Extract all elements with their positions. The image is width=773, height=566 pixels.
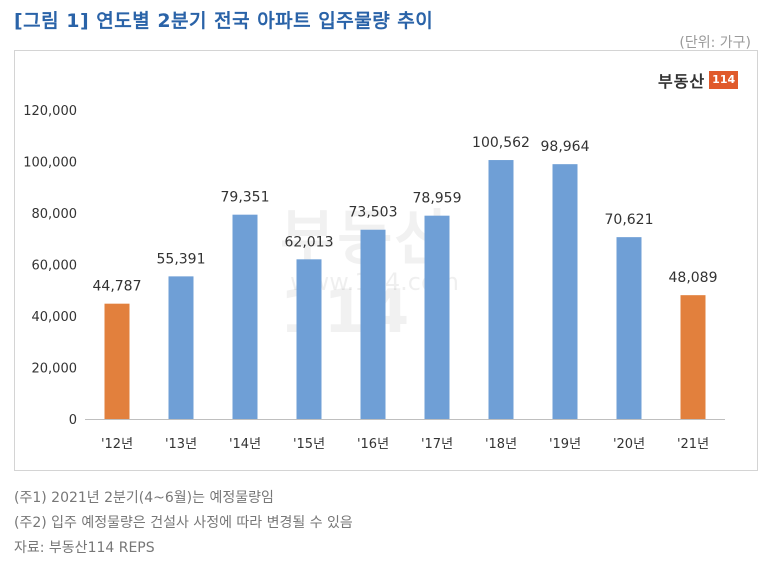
logo-text: 부동산 <box>658 72 706 91</box>
data-label: 48,089 <box>669 270 718 286</box>
y-tick-label: 80,000 <box>32 207 78 222</box>
x-tick-label: '18년 <box>485 437 517 452</box>
chart-frame <box>14 50 758 471</box>
x-tick-label: '15년 <box>293 437 325 452</box>
y-tick-label: 20,000 <box>32 362 78 377</box>
bar <box>616 237 642 419</box>
bar <box>104 303 130 419</box>
footnotes: (주1) 2021년 2분기(4~6월)는 예정물량임 (주2) 입주 예정물량… <box>14 486 353 561</box>
x-tick-label: '16년 <box>357 437 389 452</box>
x-tick-label: '13년 <box>165 437 197 452</box>
logo-badge: 114 <box>709 71 739 89</box>
x-tick-label: '17년 <box>421 437 453 452</box>
y-tick-label: 60,000 <box>32 259 78 274</box>
brand-logo: 부동산 114 <box>658 68 739 92</box>
bar <box>680 295 706 419</box>
data-label: 98,964 <box>541 139 590 155</box>
bar <box>168 276 194 419</box>
data-label: 44,787 <box>93 279 142 295</box>
y-tick-label: 40,000 <box>32 310 78 325</box>
x-tick-label: '19년 <box>549 437 581 452</box>
data-label: 62,013 <box>285 234 334 250</box>
bar <box>296 259 322 419</box>
y-tick-label: 120,000 <box>23 104 77 119</box>
unit-label: (단위: 가구) <box>679 35 751 51</box>
y-tick-label: 100,000 <box>23 156 77 171</box>
x-tick-label: '14년 <box>229 437 261 452</box>
x-tick-label: '21년 <box>677 437 709 452</box>
x-axis: '12년 '13년 '14년 '15년 '16년 '17년 '18년 '19년 '20년 '21년 <box>85 419 725 452</box>
y-tick-label: 0 <box>69 413 77 428</box>
data-label: 55,391 <box>157 251 206 267</box>
bar <box>232 214 258 419</box>
x-tick-label: '20년 <box>613 437 645 452</box>
data-label: 100,562 <box>472 135 530 151</box>
data-label: 70,621 <box>605 212 654 228</box>
footnote-1: (주1) 2021년 2분기(4~6월)는 예정물량임 <box>14 490 274 506</box>
y-axis: 0 20,000 40,000 60,000 80,000 100,000 120,000 <box>23 104 77 428</box>
source-note: 자료: 부동산114 REPS <box>14 540 155 556</box>
data-label: 73,503 <box>349 205 398 221</box>
x-tick-label: '12년 <box>101 437 133 452</box>
data-labels: 44,787 55,391 79,351 62,013 73,503 78,959 100,… <box>93 135 718 295</box>
data-label: 79,351 <box>221 190 270 206</box>
bars <box>104 160 706 419</box>
data-label: 78,959 <box>413 191 462 207</box>
footnote-2: (주2) 입주 예정물량은 건설사 사정에 따라 변경될 수 있음 <box>14 515 353 531</box>
bar <box>424 215 450 419</box>
bar <box>552 164 578 419</box>
bar <box>360 229 386 419</box>
bar <box>488 160 514 419</box>
chart-title: [그림 1] 연도별 2분기 전국 아파트 입주물량 추이 <box>14 10 434 32</box>
